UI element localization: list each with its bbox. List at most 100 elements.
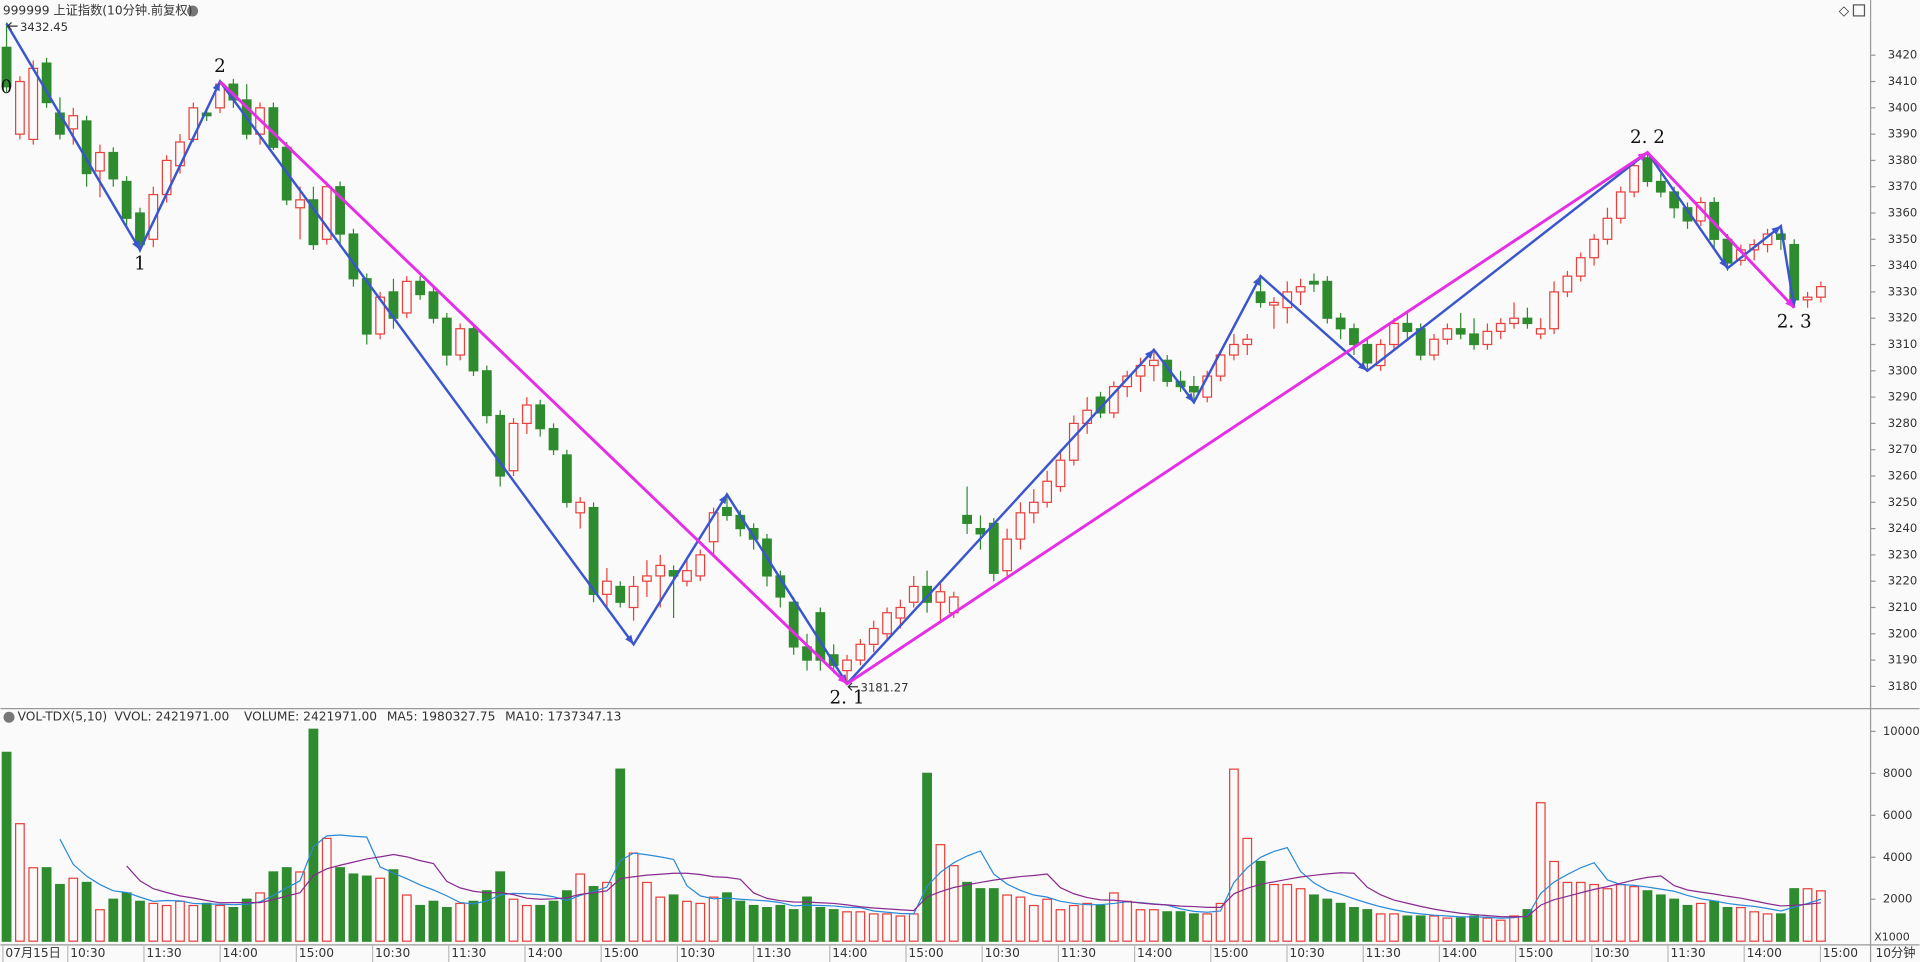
candle-body <box>588 506 599 595</box>
candle-body <box>1055 459 1066 488</box>
volume-bar <box>1816 890 1826 942</box>
candle-body <box>882 612 892 635</box>
volume-bar <box>28 867 39 942</box>
y-tick-label: 3230 <box>1888 547 1918 561</box>
zigzag-arrow <box>1719 258 1728 269</box>
volume-bar <box>241 898 252 942</box>
volume-bar <box>788 909 799 942</box>
volume-bar <box>1455 917 1466 942</box>
candle-body <box>561 454 572 503</box>
y-tick-label: 3220 <box>1888 574 1918 588</box>
candle-body <box>1775 233 1786 240</box>
volume-bar <box>588 886 599 942</box>
candle-body <box>1255 291 1266 304</box>
volume-bar <box>735 900 746 942</box>
candle-body <box>455 328 466 356</box>
volume-bar <box>428 900 439 942</box>
y-tick-label: 3240 <box>1888 521 1918 535</box>
volume-bar <box>1602 888 1613 942</box>
volume-bar <box>708 896 719 942</box>
y-tick-label: 3340 <box>1888 258 1918 272</box>
x-tick-label: 15:00 <box>1213 946 1248 960</box>
y-tick-label: 10000 <box>1883 724 1920 738</box>
volume-bar <box>1295 888 1306 942</box>
candle-body <box>348 233 359 280</box>
zigzag-label: 2. 2 <box>1630 127 1665 148</box>
zigzag-label: 0 <box>0 77 12 98</box>
candle-body <box>722 506 732 517</box>
candle-body <box>1309 280 1319 285</box>
volume-bar <box>281 867 292 942</box>
x-tick-label: 14:00 <box>527 946 562 960</box>
volume-bar <box>1 751 12 942</box>
x-tick-label: 14:00 <box>1137 946 1172 960</box>
volume-bar <box>1589 883 1600 942</box>
y-tick-label: 3380 <box>1888 153 1918 167</box>
indicator-value: MA5: 1980327.75 <box>387 710 496 724</box>
y-tick-label: 3420 <box>1888 48 1918 62</box>
zigzag-arrow <box>1358 361 1368 371</box>
volume-bar <box>228 907 239 942</box>
volume-bar <box>1682 904 1693 942</box>
candle-body <box>95 151 105 172</box>
volume-bar <box>855 911 866 942</box>
volume-bar <box>1375 913 1386 942</box>
indicator-value: VVOL: 2421971.00 <box>115 710 230 724</box>
zigzag-arrow <box>837 674 848 684</box>
candle-body <box>1615 191 1626 219</box>
candle-body <box>1455 328 1466 335</box>
y-tick-label: 3370 <box>1888 179 1918 193</box>
volume-bar <box>1309 894 1319 942</box>
y-tick-label: 3410 <box>1888 74 1918 88</box>
candle-body <box>1442 328 1453 340</box>
volume-bar <box>1335 902 1346 942</box>
volume-bar <box>348 873 359 942</box>
candle-body <box>708 512 719 543</box>
volume-bar <box>361 875 372 942</box>
volume-bar <box>722 892 732 942</box>
volume-bar <box>295 871 305 942</box>
menu-icon[interactable] <box>187 5 199 17</box>
x-tick-label: 10:30 <box>1289 946 1324 960</box>
zigzag-arrow <box>1771 226 1781 235</box>
candle-body <box>308 199 319 246</box>
volume-bar <box>1695 902 1706 942</box>
volume-bar <box>1188 913 1199 942</box>
candle-body <box>1482 330 1493 346</box>
toolbar-icon[interactable] <box>1852 4 1866 17</box>
candle-body <box>375 296 386 335</box>
candle-body <box>682 570 692 582</box>
x-tick-label: 14:00 <box>223 946 258 960</box>
toolbar-icon[interactable]: ◇ <box>1839 4 1850 19</box>
volume-bar <box>1175 911 1186 942</box>
x-tick-label: 11:30 <box>1061 946 1096 960</box>
y-tick-label: 3260 <box>1888 468 1918 482</box>
candle-body <box>908 585 919 603</box>
volume-bar <box>882 913 892 942</box>
volume-bar <box>41 867 52 942</box>
volume-bar <box>1215 902 1226 942</box>
y-tick-label: 3310 <box>1888 337 1918 351</box>
candle-body <box>1229 343 1239 356</box>
candle-body <box>535 404 546 430</box>
x-tick-label: 15:00 <box>908 946 943 960</box>
volume-bar <box>1042 898 1053 942</box>
candle-body <box>1682 207 1693 222</box>
candle-body <box>1335 317 1346 330</box>
y-tick-label: 3330 <box>1888 284 1918 298</box>
volume-bar <box>1015 896 1026 942</box>
menu-icon[interactable] <box>3 711 15 723</box>
candle-body <box>508 422 519 472</box>
candle-body <box>481 370 492 417</box>
volume-bar <box>455 902 466 942</box>
zigzag-label: 2. 3 <box>1777 311 1812 332</box>
volume-bar <box>948 865 959 942</box>
volume-bar <box>895 915 906 942</box>
volume-bar <box>135 900 145 942</box>
candle-body <box>1575 257 1586 277</box>
y-tick-label: 3210 <box>1888 600 1918 614</box>
volume-bar <box>1028 904 1039 942</box>
volume-bar <box>1349 907 1359 942</box>
y-tick-label: 3360 <box>1888 206 1918 220</box>
